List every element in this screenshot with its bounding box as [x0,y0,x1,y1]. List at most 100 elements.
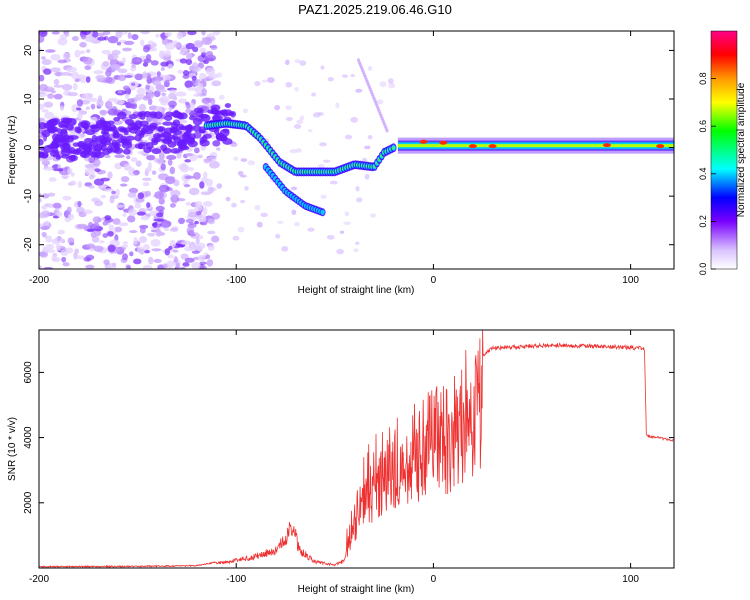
heatmap-cell [43,145,54,153]
heatmap-cell [216,183,223,189]
heatmap-cell [117,74,127,82]
heatmap-cell [107,36,119,44]
heatmap-cell [39,31,48,37]
heatmap-cell [103,259,110,266]
heatmap-cell [221,135,228,141]
heatmap-cell [122,85,130,91]
figure-title: PAZ1.2025.219.06.46.G10 [298,2,452,17]
heatmap-cell [39,103,45,110]
heatmap-cell [102,131,110,140]
heatmap-cell [191,261,201,269]
heatmap-cell [94,151,105,159]
heatmap-cell [237,170,244,176]
heatmap-cell [113,99,125,105]
y-tick-label: 0 [23,144,34,150]
heatmap-cell [77,112,83,120]
heatmap-cell [72,142,79,147]
heatmap-cell [43,101,54,108]
snr-series-line [39,330,674,568]
heatmap-cell [199,181,205,189]
colorbar-tick-label: 0.2 [698,215,708,228]
heatmap-cell [155,229,162,237]
heatmap-cell [172,119,180,127]
heatmap-cell [172,111,183,119]
heatmap-cell [107,244,116,253]
heatmap-cell [157,88,167,93]
heatmap-cell [91,145,103,152]
heatmap-cell [145,84,150,90]
heatmap-cell [201,37,213,45]
heatmap-cell [143,146,152,154]
heatmap-cell [49,150,60,157]
y-tick-label: -10 [23,188,34,203]
heatmap-cell [111,190,116,195]
heatmap-cell [188,187,200,196]
heatmap-cell [370,213,377,218]
heatmap-cell [122,241,128,245]
heatmap-cell [173,43,181,48]
heatmap-cell [205,67,216,76]
heatmap-cell [274,104,281,111]
heatmap-cell [108,224,115,232]
heatmap-cell [198,216,207,223]
heatmap-cell [52,202,62,209]
heatmap-cell [114,226,123,233]
heatmap-cell [152,133,162,139]
heatmap-cell [84,163,95,169]
heatmap-cell [164,176,176,185]
heatmap-cell [169,127,179,133]
heatmap-cell [488,144,497,149]
heatmap-cell [164,79,170,88]
heatmap-cell [276,220,284,224]
heatmap-cell [222,128,230,133]
heatmap-cell [131,56,143,65]
heatmap-cell [41,210,51,218]
heatmap-cell [97,36,107,41]
heatmap-cell [191,250,200,254]
heatmap-cell [202,171,208,179]
heatmap-cell [95,74,106,81]
heatmap-cell [85,106,90,110]
heatmap-cell [77,200,82,208]
heatmap-cell [39,74,45,82]
heatmap-cell [120,244,129,248]
heatmap-cell [185,42,195,50]
heatmap-cell [134,202,142,209]
heatmap-cell [190,244,195,252]
heatmap-cell [66,206,72,214]
heatmap-cell [154,111,163,120]
heatmap-cell [158,197,165,205]
heatmap-cell [45,235,53,243]
heatmap-cell [127,192,137,198]
heatmap-cell [145,167,152,173]
heatmap-cell [60,129,68,138]
heatmap-cell [155,105,163,113]
heatmap-cell [140,127,146,133]
heatmap-cell [397,144,674,148]
heatmap-cell [194,41,204,46]
heatmap-cell [43,68,52,75]
heatmap-cell [97,32,106,37]
heatmap-cell [50,67,61,72]
colorbar-tick-label: 0.8 [698,72,708,85]
heatmap-cell [128,187,139,194]
heatmap-cell [162,121,173,126]
heatmap-cell [40,151,49,158]
y-tick-label: 2000 [23,491,34,514]
heatmap-cell [224,103,232,108]
heatmap-cell [74,248,80,254]
heatmap-cell [231,202,237,208]
heatmap-cell [90,124,100,129]
heatmap-cell [127,215,136,223]
heatmap-cell [344,134,353,140]
heatmap-cell [439,140,448,145]
heatmap-cell [39,265,43,269]
heatmap-cell [153,218,165,222]
heatmap-cell [209,160,220,169]
heatmap-cell [167,254,175,259]
heatmap-cell [162,263,168,269]
heatmap-cell [84,167,96,176]
heatmap-cell [67,92,79,97]
heatmap-cell [114,154,125,159]
heatmap-cell [39,223,45,228]
